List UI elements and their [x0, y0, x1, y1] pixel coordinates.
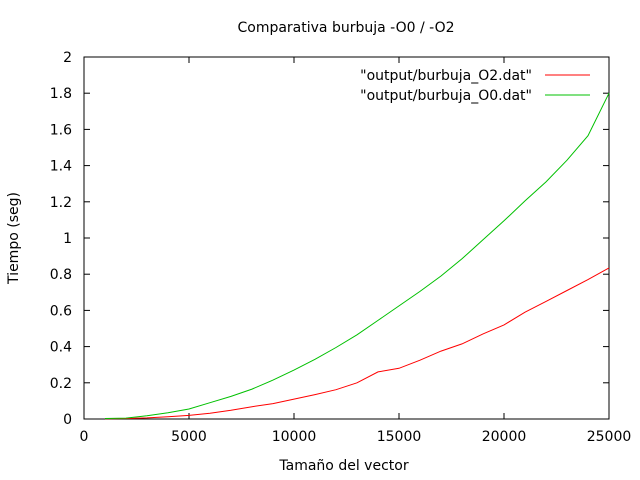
series-group: [104, 92, 610, 420]
x-tick-label: 15000: [377, 429, 422, 445]
y-axis-label: Tiempo (seg): [6, 192, 22, 285]
y-tick-label: 0.4: [50, 340, 72, 356]
y-tick-label: 1.2: [50, 195, 72, 211]
chart-title: Comparativa burbuja -O0 / -O2: [237, 20, 454, 36]
axis-ticks: 0 5000 10000 15000 20000 25000 0 0.2 0.4 0.6 0.8 1 1…: [50, 50, 632, 445]
x-tick-label: 5000: [171, 429, 207, 445]
x-tick-label: 0: [80, 429, 89, 445]
y-tick-label: 1: [63, 231, 72, 247]
y-tick-label: 0.6: [50, 303, 72, 319]
plot-frame: [83, 56, 610, 420]
y-tick-label: 1.8: [50, 86, 72, 102]
y-tick-label: 0: [63, 412, 72, 428]
x-tick-label: 10000: [272, 429, 317, 445]
series-line-1: [104, 267, 610, 420]
series-line-2: [104, 92, 610, 419]
y-tick-label: 0.8: [50, 267, 72, 283]
x-axis-label: Tamaño del vector: [278, 458, 408, 474]
legend: "output/burbuja_O2.dat" "output/burbuja_O…: [360, 68, 590, 104]
legend-label-2: "output/burbuja_O0.dat": [360, 88, 532, 104]
y-tick-label: 1.4: [50, 159, 72, 175]
y-tick-label: 0.2: [50, 376, 72, 392]
y-tick-label: 2: [63, 50, 72, 66]
x-tick-label: 25000: [587, 429, 632, 445]
y-tick-label: 1.6: [50, 122, 72, 138]
legend-label-1: "output/burbuja_O2.dat": [360, 68, 532, 84]
x-tick-label: 20000: [482, 429, 527, 445]
